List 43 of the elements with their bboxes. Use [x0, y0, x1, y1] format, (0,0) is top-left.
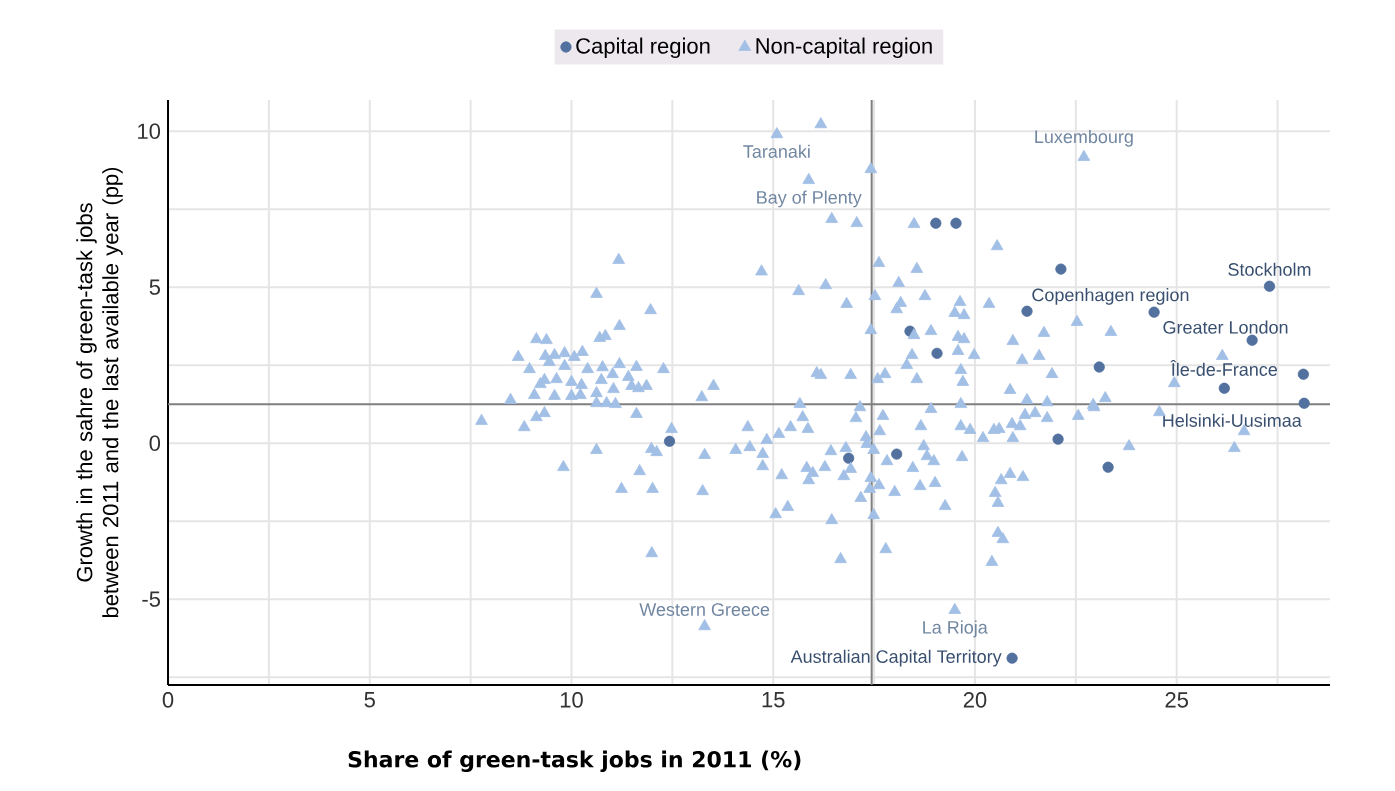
annotation: Western Greece: [639, 603, 770, 616]
point: [950, 217, 962, 229]
y-tick-label: 0: [149, 435, 161, 451]
point: [1021, 305, 1033, 317]
point: [1246, 334, 1258, 346]
point: [1052, 433, 1064, 445]
point: [1093, 361, 1105, 373]
x-tick-label: 5: [364, 692, 375, 708]
annotation: Greater London: [1163, 320, 1288, 334]
annotation: Luxembourg: [1035, 129, 1133, 147]
y-tick-label: 5: [149, 279, 160, 295]
annotation: Bay of Plenty: [757, 190, 862, 208]
y-tick-label: -5: [142, 591, 160, 607]
legend-label: Capital region: [576, 37, 710, 59]
annotation: Stockholm: [1228, 262, 1311, 276]
point: [1263, 280, 1276, 292]
legend-label: Non-capital region: [756, 37, 932, 59]
annotation: Helsinki-Uusimaa: [1163, 413, 1302, 427]
x-tick-label: 25: [1165, 692, 1188, 708]
point: [1298, 397, 1310, 409]
y-axis-title: Growth in the sahre of green-task jobs between 2011 and the last available year (pp): [76, 167, 123, 618]
point: [1055, 263, 1067, 275]
x-tick-label: 0: [162, 692, 174, 708]
annotation: Île-de-France: [1170, 359, 1278, 376]
y-tick-label: 10: [138, 123, 161, 139]
annotation: Taranaki: [743, 144, 810, 158]
point: [843, 452, 855, 464]
x-tick-label: 15: [762, 692, 785, 708]
x-axis-title: Share of green-task jobs in 2011 (%): [348, 750, 801, 773]
x-tick-label: 20: [963, 692, 987, 708]
annotation: Copenhagen region: [1032, 288, 1189, 305]
annotation: Australian Capital Territory: [790, 649, 1002, 667]
point: [930, 217, 942, 229]
point: [1102, 461, 1114, 473]
point: [663, 435, 676, 447]
point: [1006, 652, 1018, 664]
point: [1148, 306, 1160, 318]
annotation: La Rioja: [923, 620, 988, 638]
point: [1218, 382, 1230, 394]
point: [891, 448, 903, 460]
point: [931, 347, 943, 359]
point: [1297, 368, 1309, 380]
x-tick-label: 10: [560, 692, 583, 708]
